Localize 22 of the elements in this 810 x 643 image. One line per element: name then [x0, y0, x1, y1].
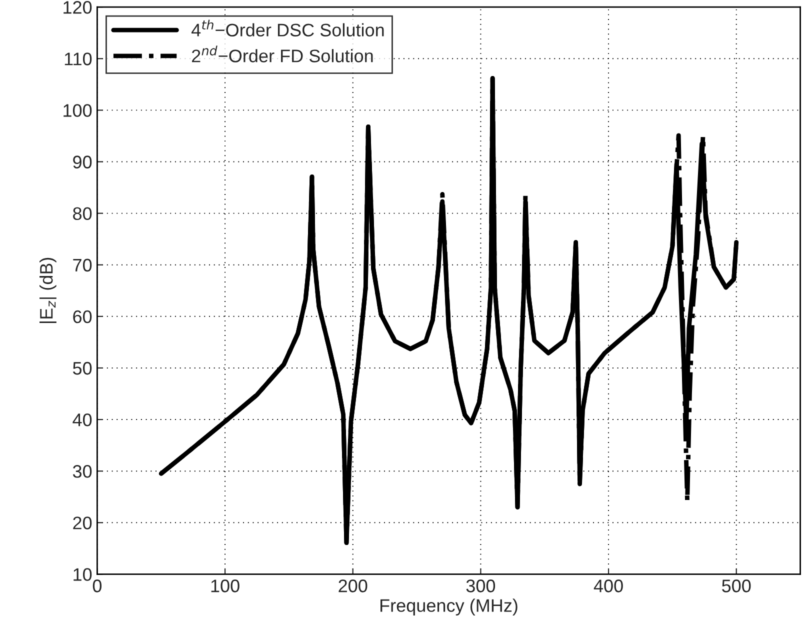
x-tick-label: 200	[338, 580, 368, 592]
x-tick-label: 0	[92, 580, 102, 592]
x-axis-title: Frequency (MHz)	[380, 598, 518, 616]
legend-label: 4$^{th}$−Order DSC Solution	[192, 20, 384, 36]
x-tick-label: 400	[594, 580, 623, 592]
y-tick-label: 110	[64, 52, 92, 66]
y-tick-label: 30	[72, 465, 92, 478]
x-tick-label: 300	[466, 580, 496, 592]
y-axis-title: |E$_{z}$| (dB)	[40, 258, 56, 323]
y-tick-label: 10	[74, 568, 92, 581]
y-tick-label: 90	[73, 156, 92, 168]
y-tick-label: 120	[64, 1, 92, 14]
y-tick-label: 70	[73, 258, 92, 272]
x-tick-label: 500	[722, 580, 751, 592]
y-tick-label: 80	[73, 207, 92, 220]
x-tick-label: 100	[211, 580, 240, 592]
y-tick-label: 100	[64, 104, 92, 117]
y-tick-label: 50	[72, 362, 92, 375]
y-tick-label: 20	[73, 516, 92, 530]
y-tick-label: 60	[73, 310, 92, 324]
legend-label: 2$^{nd}$−Order FD Solution	[192, 46, 373, 62]
y-tick-label: 40	[72, 413, 92, 426]
